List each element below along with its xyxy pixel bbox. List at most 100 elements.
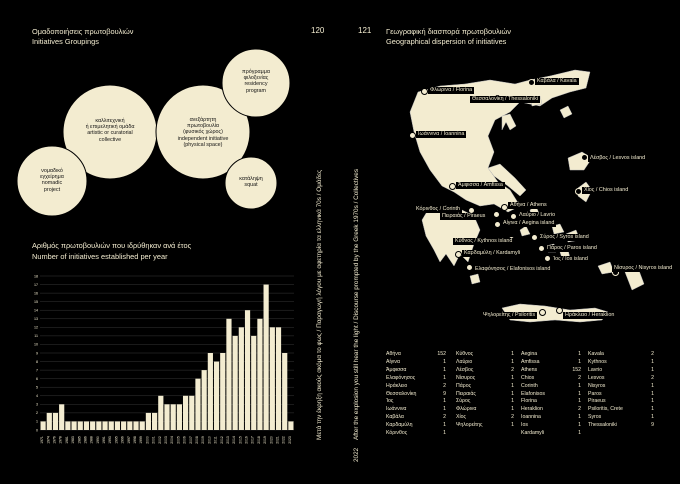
table-row: Ίος 1 — [386, 398, 446, 406]
groupings-title-en: Initiatives Groupings — [32, 37, 99, 46]
place-name: Κύθνος — [456, 351, 474, 357]
place-count: 1 — [651, 358, 654, 365]
place-count: 1 — [443, 358, 446, 365]
place-name: Elafonisos — [521, 390, 545, 397]
y-tick-label: 6 — [36, 377, 38, 381]
venn-circle-squat — [224, 156, 278, 210]
spine-text-en: After the explosion you still hear the l… — [353, 168, 360, 440]
bar-1983 — [71, 421, 77, 430]
place-count: 1 — [511, 398, 514, 405]
bar-2009 — [201, 370, 207, 430]
x-tick-label: 2000 — [145, 436, 149, 444]
bar-1991 — [102, 421, 108, 430]
map-label-florina: Φλώρινα / Florina — [428, 87, 475, 94]
table-row: Χίος 2 — [456, 414, 514, 422]
place-name: Thessaloniki — [588, 422, 617, 429]
table-column: Κύθνος 1 Λαύριο 1 Λέσβος 2 Νίσυρος 1 Πάρος 1 Πειρα… — [456, 351, 514, 430]
table-row: Λαύριο 1 — [456, 359, 514, 367]
table-row: Ηράκλειο 2 — [386, 383, 446, 391]
place-name: Paros — [588, 390, 602, 397]
table-row: Καρδαμύλη 1 — [386, 422, 446, 430]
bar-2023 — [288, 421, 294, 430]
place-name: Kythnos — [588, 358, 607, 365]
table-row: Corinth 1 — [521, 383, 581, 391]
map-label-kavala: Καβάλα / Kavala — [535, 78, 579, 85]
map-label-elafonisos: Ελαφόνησος / Elafonisos island — [473, 266, 553, 273]
place-name: Καρδαμύλη — [386, 422, 413, 429]
y-tick-label: 11 — [34, 334, 38, 338]
place-count: 1 — [578, 382, 581, 389]
x-tick-label: 1990 — [96, 436, 100, 444]
bar-2006 — [182, 395, 189, 430]
y-tick-label: 5 — [36, 386, 38, 390]
place-name: Άμφισσα — [386, 366, 407, 373]
map-marker-elafonisos — [466, 264, 473, 271]
map-label-ios: Ίος / Ios island — [551, 256, 590, 263]
y-tick-label: 12 — [34, 326, 38, 330]
bar-2004 — [170, 404, 176, 430]
y-tick-label: 10 — [34, 343, 38, 347]
x-tick-label: 1995 — [114, 436, 118, 444]
place-count: 1 — [443, 366, 446, 373]
bar-1990 — [96, 421, 102, 430]
table-row: Athens 152 — [521, 367, 581, 375]
table-row: Πάρος 1 — [456, 383, 514, 391]
bar-2022 — [282, 353, 288, 430]
table-column: Aegina 1 Amfissa 1 Athens 152 Chios 2 Corinth 1 El… — [521, 351, 581, 438]
y-tick-label: 8 — [36, 360, 38, 364]
venn-circle-independent — [155, 84, 251, 180]
x-tick-label: 2002 — [158, 436, 162, 444]
place-count: 1 — [443, 430, 446, 437]
place-name: Αίγινα — [386, 358, 400, 365]
place-name: Σύρος — [456, 398, 471, 405]
place-count: 2 — [443, 414, 446, 421]
map-label-psiloritis: Ψηλορείτης / Psiloritis — [481, 312, 538, 319]
place-count: 1 — [511, 358, 514, 365]
bar-1974 — [46, 412, 52, 430]
bar-2005 — [176, 404, 182, 430]
map-marker-ios — [544, 255, 551, 262]
place-name: Aegina — [521, 351, 538, 357]
page-number-left: 120 — [311, 26, 325, 35]
x-tick-label: 1978 — [59, 436, 63, 444]
bar-1986 — [83, 421, 90, 430]
map-title-en: Geographical dispersion of initiatives — [386, 37, 507, 46]
bar-1995 — [114, 421, 121, 430]
place-name: Ιωάννινα — [386, 406, 407, 413]
table-row: Αίγινα 1 — [386, 359, 446, 367]
place-count: 1 — [443, 406, 446, 413]
place-name: Καβάλα — [386, 414, 404, 421]
map-label-kythnos: Κύθνος / Kythnos island — [453, 238, 515, 245]
x-tick-label: 2018 — [257, 436, 261, 444]
x-tick-label: 2013 — [226, 436, 230, 444]
place-name: Ψηλορείτης — [456, 422, 483, 429]
place-name: Λέσβος — [456, 366, 474, 373]
y-tick-label: 16 — [34, 291, 38, 295]
y-tick-label: 14 — [34, 309, 38, 313]
venn-label-nomadic: νομαδικό εγχείρημα nomadic project — [40, 168, 64, 193]
place-count: 1 — [511, 390, 514, 397]
place-count: 2 — [443, 382, 446, 389]
place-name: Kardamyli — [521, 430, 545, 437]
table-row: Kardamyli 1 — [521, 430, 581, 438]
x-tick-label: 1999 — [139, 436, 143, 444]
x-tick-label: 2020 — [269, 436, 273, 444]
map-marker-kardamyli — [455, 251, 462, 258]
chart-title-gr: Αριθμός πρωτοβουλιών που ιδρύθηκαν ανά έ… — [32, 241, 192, 250]
place-count: 1 — [511, 406, 514, 413]
table-row: Σύρος 1 — [456, 398, 514, 406]
y-tick-label: 13 — [34, 317, 38, 321]
map-marker-florina — [421, 88, 428, 95]
x-tick-label: 2001 — [152, 436, 156, 444]
table-row: Heraklion 2 — [521, 406, 581, 414]
place-count: 1 — [578, 390, 581, 397]
x-tick-label: 1996 — [121, 436, 125, 444]
venn-label-independent: ανεξάρτητη πρωτοβουλία (φυσικός χώρος) inde… — [177, 117, 229, 148]
table-row: Kavala 2 — [588, 351, 654, 359]
place-name: Heraklion — [521, 406, 543, 413]
place-name: Νίσυρος — [456, 374, 476, 381]
x-tick-label: 2008 — [195, 436, 199, 444]
table-row: Amfissa 1 — [521, 359, 581, 367]
bar-1985 — [77, 421, 83, 430]
table-row: Paros 1 — [588, 391, 654, 399]
